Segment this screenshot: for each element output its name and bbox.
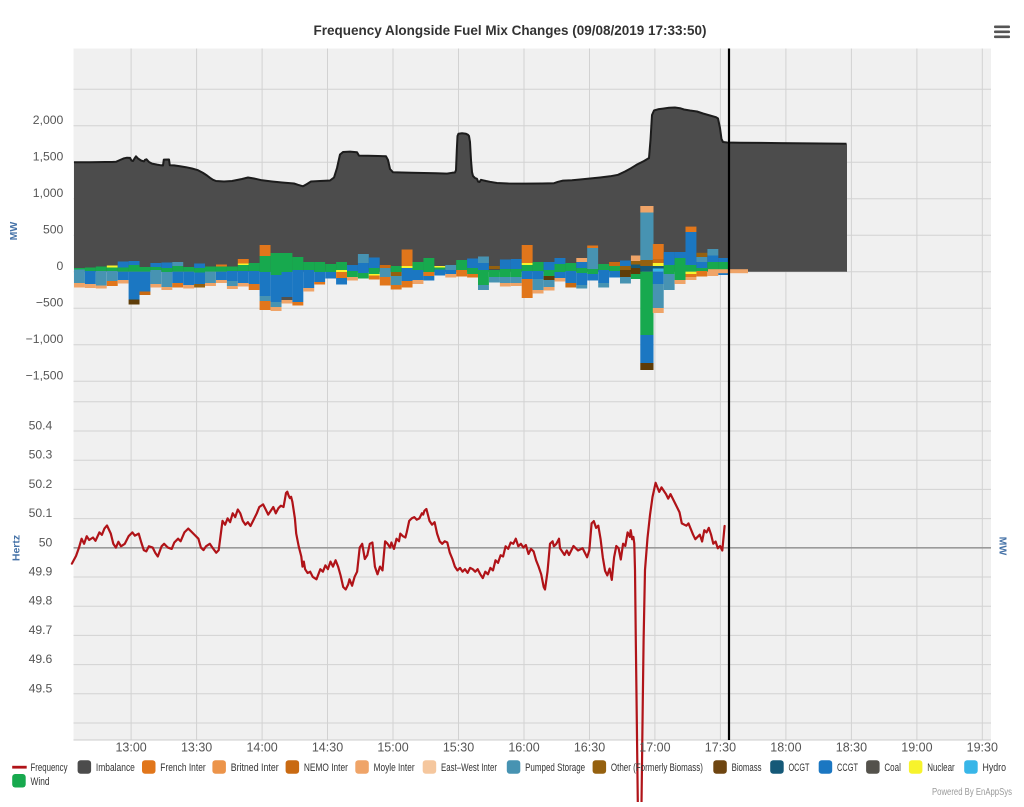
svg-text:2,000: 2,000	[33, 113, 64, 127]
svg-text:50: 50	[39, 535, 53, 549]
svg-text:OCGT: OCGT	[789, 762, 810, 774]
svg-text:50.4: 50.4	[29, 419, 53, 433]
svg-text:East–West Inter: East–West Inter	[441, 762, 497, 774]
svg-text:Other (Formerly Biomass): Other (Formerly Biomass)	[611, 762, 703, 774]
svg-text:Hydro: Hydro	[983, 762, 1007, 774]
svg-text:49.7: 49.7	[29, 623, 53, 637]
svg-text:Britned Inter: Britned Inter	[231, 762, 279, 774]
svg-text:15:00: 15:00	[377, 741, 408, 755]
svg-text:Moyle Inter: Moyle Inter	[374, 762, 415, 774]
svg-text:49.8: 49.8	[29, 594, 53, 608]
svg-text:16:00: 16:00	[508, 741, 539, 755]
svg-text:13:30: 13:30	[181, 741, 212, 755]
svg-text:Wind: Wind	[31, 776, 50, 788]
svg-text:French Inter: French Inter	[160, 762, 206, 774]
svg-text:49.9: 49.9	[29, 565, 53, 579]
svg-text:14:00: 14:00	[246, 741, 277, 755]
svg-text:14:30: 14:30	[312, 741, 343, 755]
svg-text:1,000: 1,000	[33, 186, 64, 200]
svg-text:1,500: 1,500	[33, 150, 64, 164]
svg-text:17:30: 17:30	[705, 741, 736, 755]
svg-text:500: 500	[43, 223, 64, 237]
svg-text:MW: MW	[997, 537, 1009, 556]
svg-text:49.6: 49.6	[29, 652, 53, 666]
svg-text:Nuclear: Nuclear	[927, 762, 955, 774]
svg-text:−1,500: −1,500	[26, 369, 64, 383]
svg-text:19:00: 19:00	[901, 741, 932, 755]
svg-text:19:30: 19:30	[967, 741, 998, 755]
svg-text:50.3: 50.3	[29, 448, 53, 462]
svg-text:Biomass: Biomass	[732, 762, 762, 774]
svg-text:−500: −500	[36, 296, 64, 310]
svg-text:49.5: 49.5	[29, 681, 53, 695]
svg-text:0: 0	[57, 259, 64, 273]
svg-text:16:30: 16:30	[574, 741, 605, 755]
svg-text:50.1: 50.1	[29, 506, 53, 520]
svg-text:CCGT: CCGT	[837, 762, 858, 774]
svg-text:Frequency: Frequency	[31, 762, 68, 774]
svg-text:13:00: 13:00	[115, 741, 146, 755]
svg-text:Imbalance: Imbalance	[96, 762, 135, 774]
svg-text:Pumped Storage: Pumped Storage	[525, 762, 585, 774]
svg-text:Frequency Alongside Fuel Mix C: Frequency Alongside Fuel Mix Changes (09…	[314, 23, 707, 38]
svg-text:Hertz: Hertz	[11, 535, 23, 561]
svg-text:17:00: 17:00	[639, 741, 670, 755]
svg-text:−1,000: −1,000	[26, 332, 64, 346]
svg-text:15:30: 15:30	[443, 741, 474, 755]
svg-text:18:30: 18:30	[836, 741, 867, 755]
svg-text:Coal: Coal	[884, 762, 901, 774]
svg-text:NEMO Inter: NEMO Inter	[304, 762, 348, 774]
svg-text:MW: MW	[8, 222, 20, 241]
svg-text:50.2: 50.2	[29, 477, 53, 491]
svg-text:Powered By EnAppSys: Powered By EnAppSys	[932, 787, 1012, 798]
svg-text:18:00: 18:00	[770, 741, 801, 755]
